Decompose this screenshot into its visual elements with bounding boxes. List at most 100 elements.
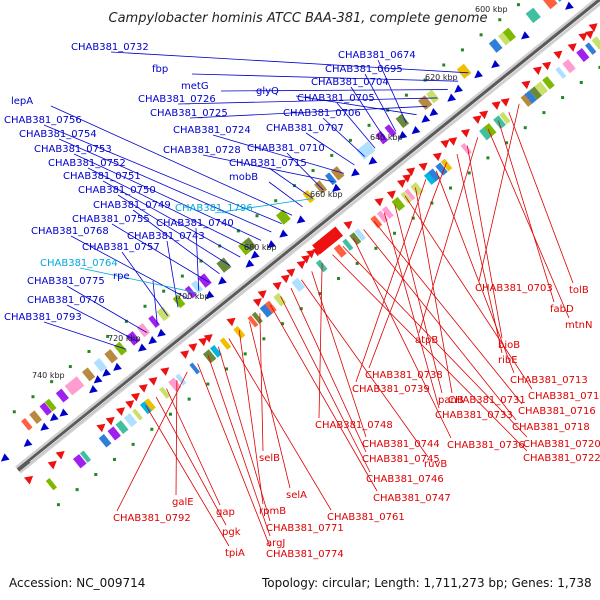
gene-color-block: [39, 402, 52, 416]
label-leader-lines: [43, 51, 574, 548]
forward-gene-arrow: [49, 412, 59, 422]
forward-gene-arrow: [398, 130, 408, 140]
forward-gene-arrow: [454, 84, 463, 93]
gene-color-block: [172, 294, 186, 309]
gene-color-block: [159, 386, 171, 399]
leader-line: [73, 153, 262, 241]
gene-label: tpiA: [225, 548, 245, 559]
track-marker: [168, 412, 172, 416]
gene-color-block: [184, 285, 197, 299]
gene-label: CHAB381_0745: [362, 454, 440, 465]
reverse-gene-arrow: [105, 416, 115, 426]
gene-color-block: [349, 232, 362, 246]
forward-gene-arrow: [267, 240, 276, 249]
leader-line: [155, 396, 227, 526]
gene-color-block: [333, 244, 347, 258]
forward-gene-arrow: [0, 453, 10, 462]
gene-color-block: [291, 277, 306, 292]
gene-color-block: [189, 362, 201, 375]
track-marker: [262, 337, 266, 341]
leader-line: [342, 245, 528, 438]
gene-color-block: [498, 31, 512, 46]
reverse-gene-arrow: [396, 179, 406, 188]
gene-label: gap: [216, 507, 235, 518]
gene-color-block: [542, 0, 558, 10]
gene-color-block: [126, 331, 141, 346]
genome-backbone: [15, 0, 600, 474]
reverse-gene-arrow: [460, 129, 470, 138]
gene-label: CHAB381_0746: [366, 474, 444, 485]
gene-color-block: [342, 238, 354, 251]
gene-color-block: [55, 388, 69, 403]
track-marker: [330, 153, 334, 157]
reverse-gene-arrow: [418, 162, 428, 172]
reverse-gene-arrow: [138, 384, 148, 393]
gene-color-block: [534, 81, 548, 96]
leader-line: [70, 235, 189, 300]
reverse-gene-arrow: [402, 174, 412, 183]
track-marker: [106, 334, 110, 338]
leader-line: [498, 120, 555, 303]
track-marker: [498, 18, 502, 22]
reverse-gene-arrow: [257, 290, 267, 299]
gene-label: CHAB381_0751: [63, 171, 141, 182]
track-marker: [411, 216, 415, 220]
gene-color-block: [404, 188, 416, 201]
leader-line: [166, 240, 179, 308]
forward-gene-arrow: [245, 259, 255, 268]
track-marker: [598, 65, 600, 69]
gene-label: CHAB381_0695: [325, 64, 403, 75]
leader-line: [418, 137, 479, 334]
reverse-gene-arrow: [148, 377, 158, 386]
reverse-gene-arrow: [55, 450, 65, 460]
leader-line: [487, 128, 570, 319]
gene-label: CHAB381_0747: [373, 493, 451, 504]
track-marker: [579, 80, 583, 84]
gene-color-block: [493, 115, 507, 130]
track-marker: [50, 380, 54, 384]
leader-line: [332, 254, 528, 452]
track-marker: [348, 138, 352, 142]
forward-gene-arrow: [157, 328, 166, 337]
gene-color-block: [557, 0, 562, 2]
gene-label: CHAB381_0761: [327, 512, 405, 523]
gene-label: CHAB381_0716: [518, 406, 596, 417]
reverse-gene-arrow: [553, 50, 563, 60]
track-marker: [374, 246, 378, 250]
leader-line: [175, 380, 178, 496]
forward-gene-arrow: [332, 183, 341, 192]
forward-gene-arrow: [59, 408, 69, 417]
gene-color-block: [29, 410, 43, 424]
gene-color-block: [115, 420, 129, 434]
forward-gene-arrow: [565, 1, 574, 10]
gene-color-block: [410, 182, 424, 196]
leader-line: [110, 51, 469, 74]
forward-gene-arrow: [368, 156, 378, 165]
scale-label-700: 700 kbp: [177, 292, 210, 301]
scale-label-740: 740 kbp: [32, 371, 65, 380]
gene-label: CHAB381_0776: [27, 295, 105, 306]
gene-color-block: [354, 228, 366, 242]
track-marker: [479, 33, 483, 37]
track-marker: [274, 199, 278, 203]
map-title: Campylobacter hominis ATCC BAA-381, comp…: [109, 11, 488, 26]
gene-color-block: [363, 141, 376, 155]
leader-line: [58, 138, 272, 233]
track-marker: [56, 503, 60, 507]
leader-line: [66, 304, 137, 342]
gene-label: rpe: [113, 271, 130, 282]
leader-line: [238, 329, 264, 505]
gene-label: CHAB381_0704: [311, 77, 389, 88]
leader-line: [350, 86, 386, 141]
scale-label-600: 600 kbp: [475, 5, 508, 14]
gene-color-block: [21, 418, 33, 431]
scale-label-660: 660 kbp: [310, 190, 343, 199]
track-marker: [467, 171, 471, 175]
leader-line: [290, 287, 367, 453]
gene-label: argJ: [266, 538, 285, 549]
reverse-gene-arrow: [491, 101, 501, 110]
track-marker: [561, 96, 565, 100]
track-marker: [199, 259, 203, 263]
leader-line: [322, 117, 365, 157]
gene-color-block: [325, 172, 337, 186]
